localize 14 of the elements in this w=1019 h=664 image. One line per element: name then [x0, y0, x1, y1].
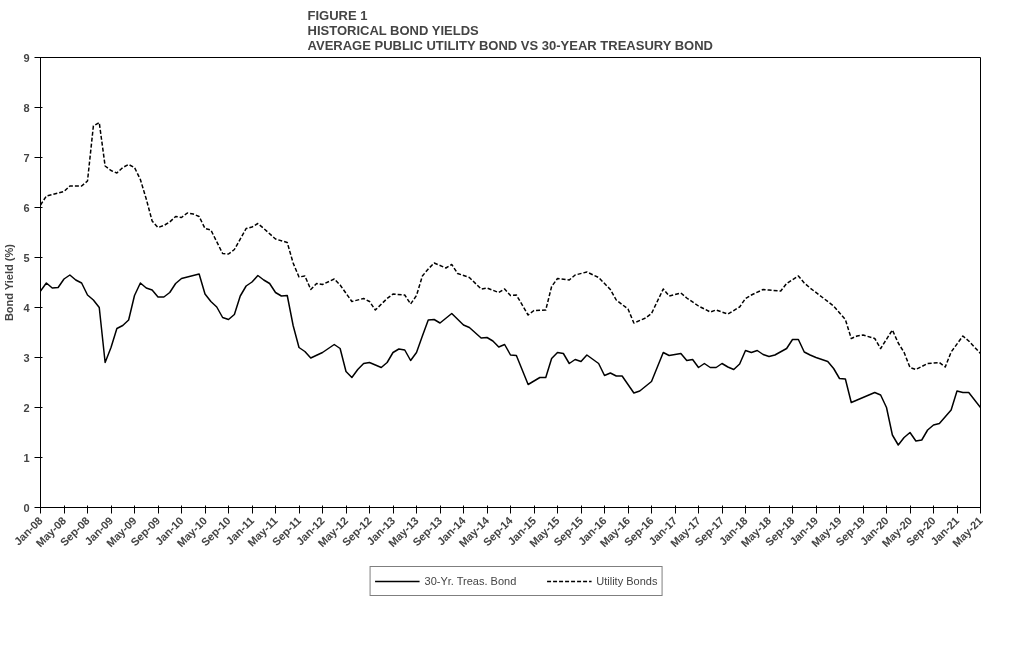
- y-tick-label: 0: [23, 501, 30, 514]
- y-tick-label: 1: [23, 451, 30, 464]
- legend-label: Utility Bonds: [596, 575, 658, 587]
- legend-label: 30-Yr. Treas. Bond: [424, 575, 517, 587]
- y-tick-label: 7: [23, 151, 30, 164]
- y-tick-label: 4: [23, 301, 31, 314]
- chart-title: FIGURE 1 HISTORICAL BOND YIELDS AVERAGE PUBLIC UTILITY BOND VS 30-YEAR TREASURY BOND: [307, 7, 714, 53]
- y-tick-label: 5: [23, 251, 30, 264]
- y-tick-label: 6: [23, 201, 30, 214]
- y-tick-label: 8: [23, 101, 30, 114]
- y-tick-label: 2: [23, 401, 30, 414]
- y-tick-label: 3: [23, 351, 30, 364]
- y-tick-label: 9: [23, 51, 30, 64]
- y-axis-title: Bond Yield (%): [3, 243, 16, 322]
